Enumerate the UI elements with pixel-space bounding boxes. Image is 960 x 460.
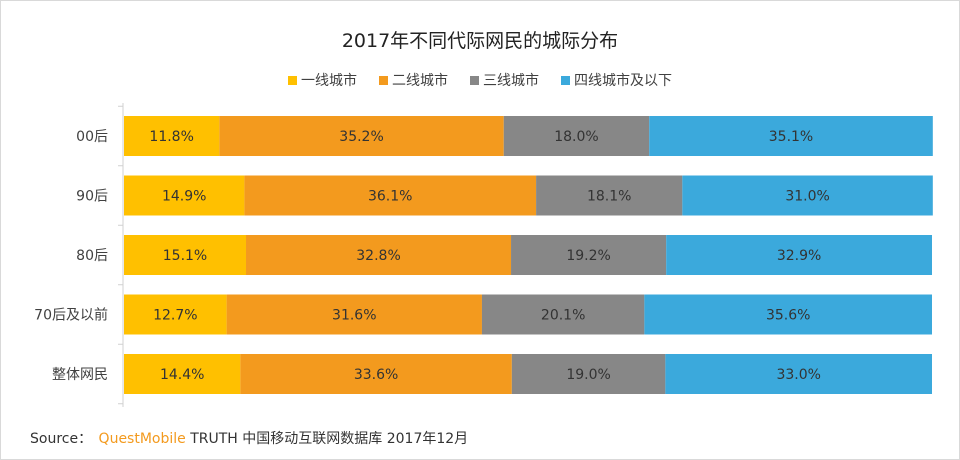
bar-segment-tier1 <box>124 294 227 335</box>
legend-swatch-tier4 <box>561 75 570 85</box>
bar-segment-tier4 <box>666 235 932 275</box>
data-label-tier4: 35.1% <box>769 129 813 145</box>
legend-label-tier3: 三线城市 <box>483 73 539 89</box>
bar-segment-tier4 <box>649 116 933 156</box>
legend-label-tier2: 二线城市 <box>392 73 448 89</box>
bar-segment-tier3 <box>511 235 667 275</box>
legend-item-tier4: 四线城市及以下 <box>561 70 672 90</box>
category-label: 00后 <box>76 129 108 145</box>
source-brand: QuestMobile <box>98 431 186 447</box>
bar-segment-tier1 <box>124 235 247 275</box>
data-label-tier3: 19.0% <box>566 367 610 383</box>
data-label-tier4: 33.0% <box>776 367 820 383</box>
data-label-tier4: 35.6% <box>766 308 810 324</box>
data-label-tier3: 18.1% <box>587 189 631 205</box>
data-label-tier1: 14.4% <box>160 367 204 383</box>
category-label: 整体网民 <box>52 367 108 383</box>
legend-label-tier4: 四线城市及以下 <box>574 73 672 89</box>
data-label-tier2: 32.8% <box>356 248 400 264</box>
legend-label-tier1: 一线城市 <box>301 73 357 89</box>
data-label-tier3: 20.1% <box>541 308 585 324</box>
source-note: Source： QuestMobile TRUTH 中国移动互联网数据库 201… <box>30 428 468 448</box>
bar-segment-tier4 <box>682 175 933 216</box>
bar-segment-tier4 <box>644 294 932 335</box>
data-label-tier2: 33.6% <box>354 367 398 383</box>
bar-segment-tier2 <box>226 294 482 335</box>
legend: 一线城市 二线城市 三线城市 四线城市及以下 <box>0 70 960 90</box>
legend-item-tier2: 二线城市 <box>379 70 448 90</box>
data-label-tier2: 36.1% <box>368 189 412 205</box>
data-label-tier2: 35.2% <box>339 129 383 145</box>
bar-segment-tier2 <box>240 354 512 394</box>
legend-swatch-tier3 <box>470 75 479 85</box>
data-label-tier1: 14.9% <box>162 189 206 205</box>
legend-swatch-tier2 <box>379 75 388 85</box>
category-label: 70后及以前 <box>34 307 108 324</box>
data-label-tier4: 32.9% <box>777 248 821 264</box>
data-label-tier3: 18.0% <box>554 129 598 145</box>
legend-item-tier3: 三线城市 <box>470 70 539 90</box>
data-label-tier1: 11.8% <box>149 129 193 145</box>
category-label: 80后 <box>76 248 108 264</box>
bar-segment-tier2 <box>244 175 537 216</box>
data-label-tier1: 15.1% <box>163 248 207 264</box>
category-label: 90后 <box>76 189 108 205</box>
bar-segment-tier3 <box>511 354 666 394</box>
bar-segment-tier1 <box>124 116 220 156</box>
legend-item-tier1: 一线城市 <box>288 70 357 90</box>
data-label-tier2: 31.6% <box>332 308 376 324</box>
bar-segment-tier3 <box>481 294 645 335</box>
bar-segment-tier1 <box>124 354 241 394</box>
bar-segment-tier3 <box>503 116 650 156</box>
bar-segment-tier4 <box>665 354 932 394</box>
chart-title: 2017年不同代际网民的城际分布 <box>341 30 619 52</box>
bar-segment-tier2 <box>219 116 504 156</box>
legend-swatch-tier1 <box>288 75 297 85</box>
bar-segment-tier2 <box>246 235 512 275</box>
bar-segment-tier3 <box>536 175 683 216</box>
data-label-tier1: 12.7% <box>153 308 197 324</box>
source-label: Source： <box>30 431 93 447</box>
source-text: TRUTH 中国移动互联网数据库 2017年12月 <box>190 431 469 447</box>
data-label-tier4: 31.0% <box>785 189 829 205</box>
bar-segment-tier1 <box>124 175 245 216</box>
data-label-tier3: 19.2% <box>566 248 610 264</box>
